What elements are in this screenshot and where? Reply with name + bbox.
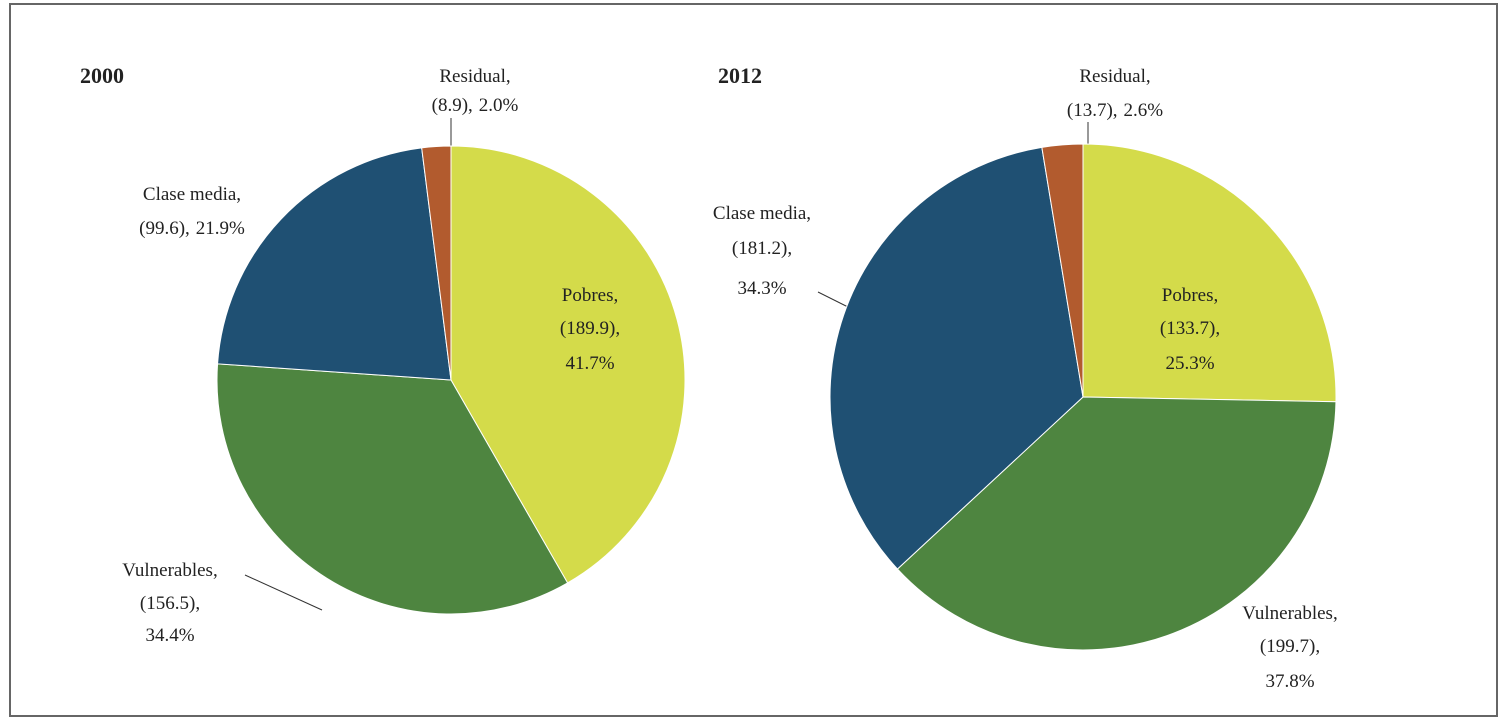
slice-label: 25.3% [1165,353,1214,374]
slice-label-part: (156.5), [140,593,200,614]
slice-label: (189.9), [560,318,620,339]
slice-label-part: 2.6% [1124,100,1164,121]
slice-label: Vulnerables, [1242,603,1337,624]
slice-label: 34.4% [145,625,194,646]
frame [9,3,1498,717]
slice-label-part: Vulnerables, [1242,603,1337,624]
pie-slice [1082,143,1337,403]
slice-label-part: Pobres, [1162,285,1218,306]
pie-slice [216,363,569,615]
slice-label: (99.6), 21.9% [139,218,245,239]
slice-label-part: 41.7% [565,353,614,374]
pie-slice [1041,143,1084,398]
slice-label-part: Residual, [439,66,510,87]
slice-label: Residual, [439,66,510,87]
slice-label-part: 34.4% [145,625,194,646]
slice-label: (199.7), [1260,636,1320,657]
pie-slice [896,396,1337,651]
slice-label-part: (181.2), [732,238,792,259]
pie-slice [829,146,1084,570]
slice-label: (156.5), [140,593,200,614]
slice-label: (133.7), [1160,318,1220,339]
slice-label-part: (133.7), [1160,318,1220,339]
slice-label-part: (199.7), [1260,636,1320,657]
slice-label-part: (189.9), [560,318,620,339]
slice-label-part: (99.6), [139,218,190,239]
slice-label: (13.7), 2.6% [1067,100,1163,121]
slice-label-part: Residual, [1079,66,1150,87]
pie-slice [217,147,452,381]
slice-label: Clase media, [143,184,241,205]
slice-label-part: 37.8% [1265,671,1314,692]
slice-label: Pobres, [562,285,618,306]
slice-label-part: 21.9% [196,218,245,239]
slice-label: Clase media, [713,203,811,224]
slice-label-part: Clase media, [143,184,241,205]
leader-line [244,574,323,611]
slice-label-part: Clase media, [713,203,811,224]
pie-slice [450,145,686,584]
slice-label: (8.9), 2.0% [432,95,519,116]
slice-label-part: 25.3% [1165,353,1214,374]
pie-slice [421,145,452,381]
slice-label: Pobres, [1162,285,1218,306]
slice-label-part: 2.0% [479,95,519,116]
slice-label: Residual, [1079,66,1150,87]
slice-label-part: (13.7), [1067,100,1118,121]
slice-label: (181.2), [732,238,792,259]
slice-label-part: Pobres, [562,285,618,306]
slice-label: 34.3% [737,278,786,299]
slice-label: Vulnerables, [122,560,217,581]
chart-title: 2012 [718,63,762,88]
slice-label-part: 34.3% [737,278,786,299]
slice-label-part: Vulnerables, [122,560,217,581]
slice-label-part: (8.9), [432,95,473,116]
chart-title: 2000 [80,63,124,88]
slice-label: 41.7% [565,353,614,374]
slice-label: 37.8% [1265,671,1314,692]
